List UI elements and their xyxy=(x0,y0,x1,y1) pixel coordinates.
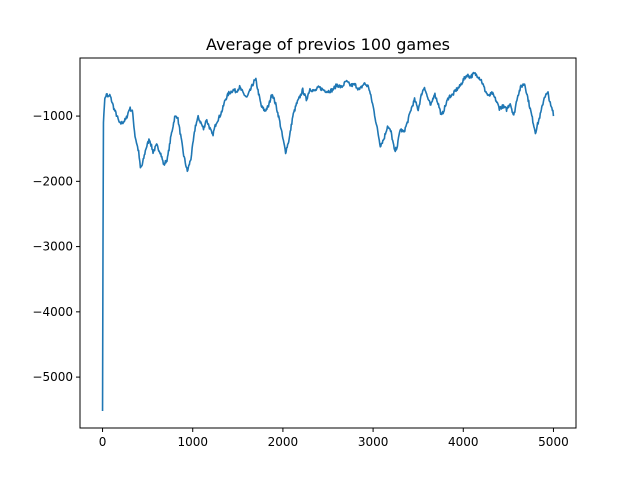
chart-title: Average of previos 100 games xyxy=(206,35,450,54)
y-axis: −5000 −4000 −3000 −2000 −1000 xyxy=(32,109,80,384)
y-tick-label: −2000 xyxy=(32,174,73,188)
plot-frame xyxy=(79,57,577,429)
y-tick-label: −3000 xyxy=(32,240,73,254)
x-tick-label: 3000 xyxy=(358,435,389,449)
y-tick-label: −4000 xyxy=(32,305,73,319)
x-tick-label: 4000 xyxy=(448,435,479,449)
x-tick-label: 5000 xyxy=(538,435,569,449)
x-axis: 0 1000 2000 3000 4000 5000 xyxy=(99,428,569,449)
series-layer xyxy=(101,71,555,412)
x-tick-label: 0 xyxy=(99,435,107,449)
x-tick-label: 2000 xyxy=(268,435,299,449)
x-tick-label: 1000 xyxy=(177,435,208,449)
series-line-average xyxy=(101,71,555,412)
plot-area xyxy=(80,58,576,428)
y-tick-label: −5000 xyxy=(32,370,73,384)
y-tick-label: −1000 xyxy=(32,109,73,123)
